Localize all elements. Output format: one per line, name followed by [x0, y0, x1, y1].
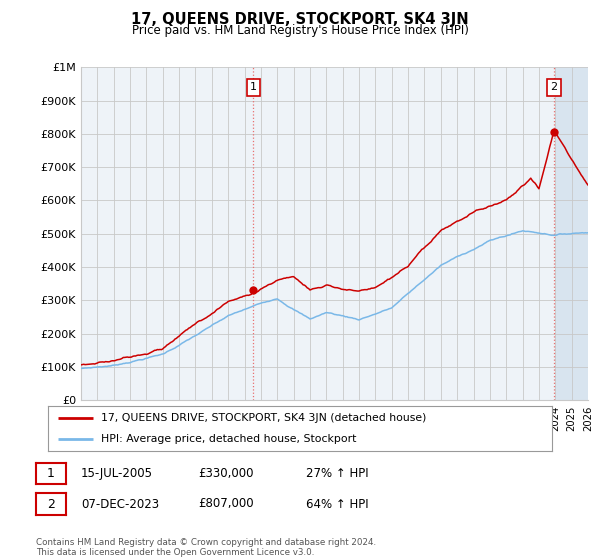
- Text: Contains HM Land Registry data © Crown copyright and database right 2024.
This d: Contains HM Land Registry data © Crown c…: [36, 538, 376, 557]
- Text: 64% ↑ HPI: 64% ↑ HPI: [306, 497, 368, 511]
- Text: 2: 2: [47, 497, 55, 511]
- Text: 07-DEC-2023: 07-DEC-2023: [81, 497, 159, 511]
- Text: Price paid vs. HM Land Registry's House Price Index (HPI): Price paid vs. HM Land Registry's House …: [131, 24, 469, 36]
- Text: 17, QUEENS DRIVE, STOCKPORT, SK4 3JN (detached house): 17, QUEENS DRIVE, STOCKPORT, SK4 3JN (de…: [101, 413, 426, 423]
- Text: 1: 1: [250, 82, 257, 92]
- Bar: [555, 67, 588, 400]
- Text: 1: 1: [47, 466, 55, 480]
- Text: 2: 2: [551, 82, 558, 92]
- Text: 15-JUL-2005: 15-JUL-2005: [81, 466, 153, 480]
- Text: 27% ↑ HPI: 27% ↑ HPI: [306, 466, 368, 480]
- Text: HPI: Average price, detached house, Stockport: HPI: Average price, detached house, Stoc…: [101, 433, 356, 444]
- Text: £330,000: £330,000: [198, 466, 254, 480]
- Text: £807,000: £807,000: [198, 497, 254, 511]
- Text: 17, QUEENS DRIVE, STOCKPORT, SK4 3JN: 17, QUEENS DRIVE, STOCKPORT, SK4 3JN: [131, 12, 469, 27]
